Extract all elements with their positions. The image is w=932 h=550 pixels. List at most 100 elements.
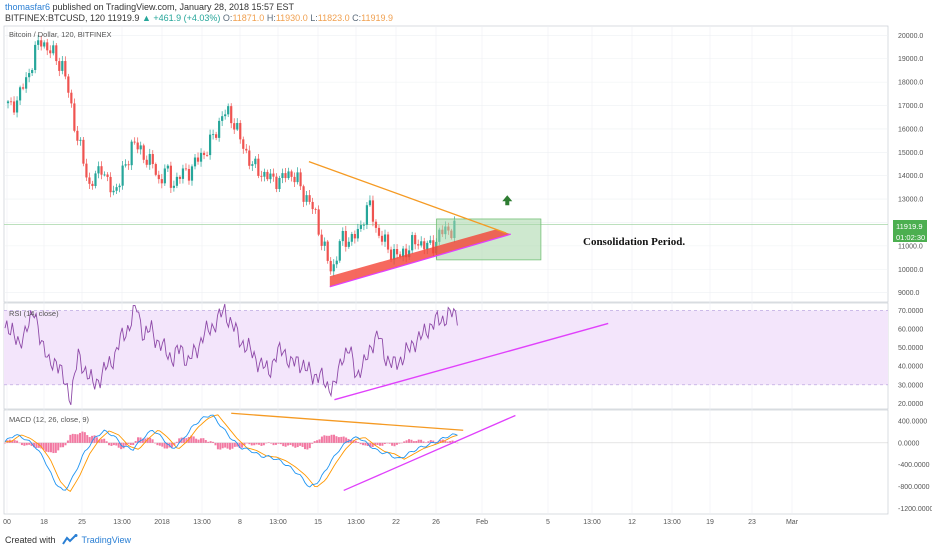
candle-body bbox=[368, 200, 372, 206]
macd-histogram-bar bbox=[117, 442, 120, 448]
candle-body bbox=[18, 87, 22, 101]
macd-histogram-bar bbox=[337, 437, 340, 443]
macd-histogram-bar bbox=[88, 437, 91, 443]
macd-histogram-bar bbox=[57, 442, 60, 451]
candle-body bbox=[97, 166, 100, 174]
macd-histogram-bar bbox=[381, 442, 384, 446]
macd-histogram-bar bbox=[330, 434, 333, 443]
candle-body bbox=[227, 106, 230, 115]
macd-pane bbox=[3, 409, 889, 515]
price-y-tick: 13000.0 bbox=[898, 197, 923, 204]
x-tick-label: 13:00 bbox=[269, 519, 287, 526]
author-link[interactable]: thomasfar6 bbox=[5, 2, 51, 12]
candle-body bbox=[311, 201, 314, 210]
candle-body bbox=[154, 164, 157, 175]
macd-histogram-bar bbox=[301, 442, 304, 447]
macd-histogram-bar bbox=[40, 442, 43, 449]
x-tick-label: 23 bbox=[748, 519, 756, 526]
macd-histogram-bar bbox=[45, 442, 48, 452]
macd-histogram-bar bbox=[49, 442, 52, 453]
macd-histogram-bar bbox=[410, 439, 413, 443]
candle-body bbox=[28, 73, 31, 78]
macd-histogram-bar bbox=[228, 442, 231, 450]
macd-histogram-bar bbox=[231, 442, 234, 449]
macd-histogram-bar bbox=[156, 442, 159, 446]
macd-histogram-bar bbox=[274, 442, 277, 445]
rsi-trendline bbox=[334, 322, 609, 401]
candle-body bbox=[73, 103, 76, 131]
macd-histogram-bar bbox=[195, 438, 198, 443]
candle-body bbox=[100, 166, 103, 175]
candle-body bbox=[43, 42, 46, 47]
candle-body bbox=[49, 50, 52, 54]
chart-canvas[interactable]: 00 18 25 13:00 2018 13:00 8 13:00 15 13:00 22 26 Feb… bbox=[0, 0, 932, 530]
published-text: published on TradingView.com, January 28… bbox=[52, 2, 295, 12]
macd-histogram-bar bbox=[262, 442, 265, 446]
candle-body bbox=[362, 224, 366, 226]
candle-body bbox=[196, 157, 200, 162]
candle-body bbox=[359, 225, 362, 229]
macd-histogram-bar bbox=[378, 442, 381, 446]
macd-histogram-bar bbox=[395, 442, 398, 445]
candle-body bbox=[127, 164, 130, 166]
candle-body bbox=[157, 174, 160, 180]
macd-histogram-bar bbox=[255, 442, 258, 445]
macd-histogram-bar bbox=[199, 438, 202, 443]
tradingview-brand-link[interactable]: TradingView bbox=[81, 535, 132, 545]
macd-y-tick: 0.0000 bbox=[898, 440, 920, 447]
candle-body bbox=[142, 145, 145, 160]
macd-histogram-bar bbox=[52, 442, 55, 454]
macd-histogram-bar bbox=[287, 442, 290, 446]
consolidation-annotation: Consolidation Period. bbox=[583, 236, 685, 248]
macd-histogram-bar bbox=[224, 442, 227, 448]
candle-body bbox=[332, 264, 335, 272]
candle-body bbox=[239, 122, 242, 140]
candle-body bbox=[405, 248, 408, 258]
candle-body bbox=[67, 76, 70, 93]
candle-body bbox=[103, 174, 106, 176]
candle-body bbox=[269, 173, 272, 180]
macd-histogram-bar bbox=[398, 442, 401, 444]
macd-y-tick: -1200.0000 bbox=[898, 506, 932, 513]
rsi-y-tick: 30.0000 bbox=[898, 382, 923, 389]
candle-body bbox=[287, 171, 290, 179]
candle-body bbox=[338, 241, 341, 261]
macd-histogram-bar bbox=[449, 441, 452, 443]
macd-histogram-bar bbox=[141, 438, 144, 443]
close-value: 11919.9 bbox=[361, 13, 393, 23]
candle-body bbox=[94, 173, 97, 187]
macd-histogram-bar bbox=[277, 442, 280, 444]
x-tick-label: 13:00 bbox=[113, 519, 131, 526]
candle-body bbox=[402, 248, 405, 258]
candle-body bbox=[58, 61, 61, 71]
candle-body bbox=[40, 40, 43, 47]
candle-body bbox=[305, 195, 308, 202]
macd-histogram-bar bbox=[349, 440, 352, 443]
macd-histogram-bar bbox=[98, 439, 101, 443]
candle-body bbox=[9, 101, 13, 103]
candle-body bbox=[224, 114, 227, 117]
candle-body bbox=[344, 230, 347, 247]
candle-body bbox=[25, 77, 28, 89]
x-tick-label: 13:00 bbox=[583, 519, 601, 526]
candle-body bbox=[263, 171, 266, 177]
candle-body bbox=[398, 254, 402, 258]
macd-y-tick: -400.0000 bbox=[898, 462, 930, 469]
candle-body bbox=[82, 139, 85, 164]
macd-histogram-bar bbox=[248, 442, 251, 445]
macd-histogram-bar bbox=[129, 442, 132, 445]
candle-body bbox=[212, 134, 215, 136]
macd-histogram-bar bbox=[124, 442, 127, 446]
candle-body bbox=[190, 166, 194, 181]
macd-histogram-bar bbox=[76, 434, 79, 443]
macd-pane-title: MACD (12, 26, close, 9) bbox=[9, 415, 90, 424]
macd-histogram-bar bbox=[190, 435, 193, 443]
candle-body bbox=[148, 154, 151, 165]
macd-histogram-bar bbox=[91, 435, 94, 443]
macd-histogram-bar bbox=[400, 442, 403, 444]
macd-histogram-bar bbox=[357, 442, 360, 443]
candle-body bbox=[260, 175, 263, 177]
macd-histogram-bar bbox=[446, 441, 449, 443]
x-tick-label: 25 bbox=[78, 519, 86, 526]
macd-histogram-bar bbox=[333, 434, 336, 443]
